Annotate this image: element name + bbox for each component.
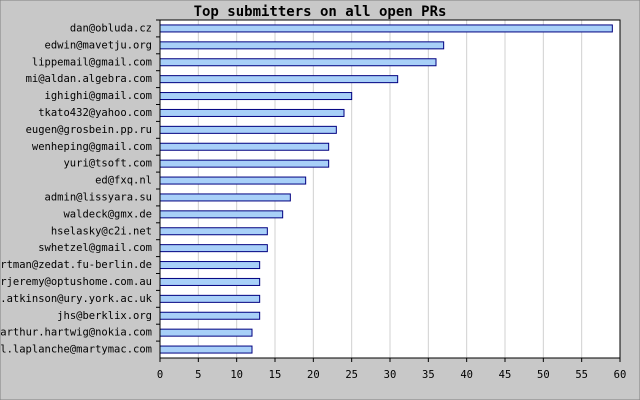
- y-tick-label: swhetzel@gmail.com: [38, 242, 152, 254]
- x-tick-label: 15: [269, 369, 282, 381]
- y-tick-label: n.atkinson@ury.york.ac.uk: [0, 293, 153, 305]
- y-tick-label: edwin@mavetju.org: [45, 39, 152, 51]
- x-tick-label: 30: [384, 369, 397, 381]
- y-tick-label: jhs@berklix.org: [57, 310, 152, 322]
- x-tick-label: 5: [195, 369, 201, 381]
- bar: [159, 328, 253, 337]
- y-tick-label: mi@aldan.algebra.com: [26, 73, 152, 85]
- x-tick-label: 20: [307, 369, 320, 381]
- bar: [159, 108, 345, 117]
- y-tick-label: yuri@tsoft.com: [63, 158, 152, 170]
- bar: [159, 58, 437, 67]
- chart-title: Top submitters on all open PRs: [194, 4, 447, 20]
- y-tick-label: wenheping@gmail.com: [32, 141, 152, 153]
- y-tick-label: erjeremy@optushome.com.au: [0, 276, 152, 288]
- y-tick-label: lippemail@gmail.com: [32, 56, 152, 68]
- x-tick-label: 0: [157, 369, 163, 381]
- x-tick-label: 40: [460, 369, 473, 381]
- x-tick-label: 55: [575, 369, 588, 381]
- y-tick-label: arthur.hartwig@nokia.com: [0, 327, 152, 339]
- y-tick-label: el.laplanche@martymac.com: [0, 344, 152, 356]
- y-tick-label: waldeck@gmx.de: [63, 208, 152, 220]
- bar: [159, 261, 261, 270]
- bar: [159, 294, 261, 303]
- x-tick-label: 60: [614, 369, 627, 381]
- y-tick-label: ighighi@gmail.com: [45, 90, 152, 102]
- plot-border: [159, 19, 621, 359]
- x-tick-label: 35: [422, 369, 435, 381]
- bar: [159, 142, 330, 151]
- x-tick-label: 50: [537, 369, 550, 381]
- y-tick-label: dan@obluda.cz: [70, 22, 152, 34]
- y-tick-label: eugen@grosbein.pp.ru: [26, 124, 152, 136]
- y-tick-label: ed@fxq.nl: [95, 175, 152, 187]
- bar: [159, 345, 253, 354]
- bar: [159, 311, 261, 320]
- bar: [159, 159, 330, 168]
- x-tick-label: 10: [230, 369, 243, 381]
- bar: [159, 244, 268, 253]
- bar: [159, 210, 284, 219]
- bar: [159, 75, 399, 84]
- bar: [159, 176, 307, 185]
- bar: [159, 125, 337, 134]
- y-tick-label: tkato432@yahoo.com: [38, 107, 152, 119]
- bar: [159, 193, 291, 202]
- y-tick-label: hselasky@c2i.net: [51, 225, 152, 237]
- bar: [159, 41, 445, 50]
- bar: [159, 92, 353, 101]
- x-tick-label: 45: [499, 369, 512, 381]
- bar: [159, 277, 261, 286]
- bar: [159, 24, 613, 33]
- y-tick-label: admin@lissyara.su: [45, 191, 152, 203]
- bar: [159, 227, 268, 236]
- x-tick-label: 25: [345, 369, 358, 381]
- y-tick-label: artman@zedat.fu-berlin.de: [0, 259, 152, 271]
